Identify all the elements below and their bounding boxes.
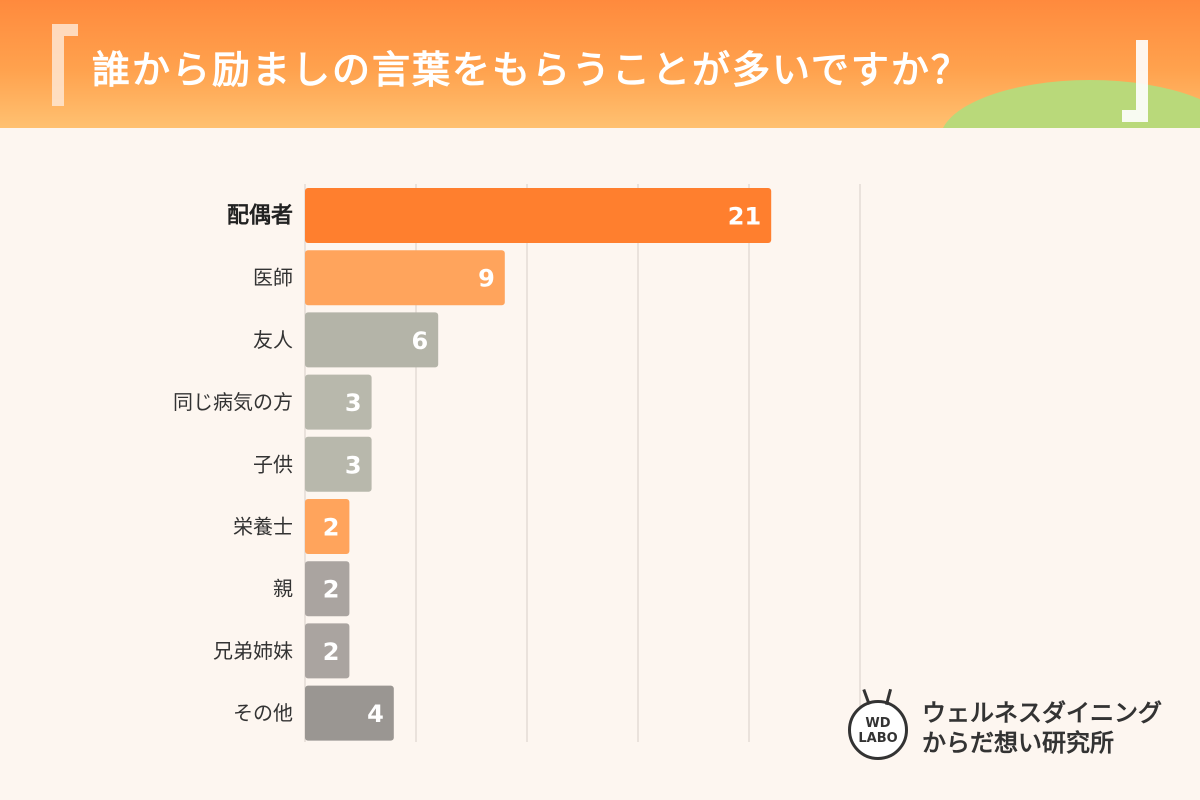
logo-mark-line1: WD <box>865 716 891 731</box>
value-label: 21 <box>728 203 761 231</box>
category-label: 医師 <box>253 266 293 290</box>
bar <box>305 623 350 679</box>
bar <box>305 374 372 430</box>
open-bracket-decoration <box>52 24 78 106</box>
value-label: 2 <box>323 638 340 666</box>
header-banner: 誰から励ましの言葉をもらうことが多いですか？ <box>0 0 1200 128</box>
logo-tick-left <box>862 688 871 706</box>
bar <box>305 188 772 243</box>
chart-title: 誰から励ましの言葉をもらうことが多いですか？ <box>92 48 971 92</box>
category-label: 友人 <box>253 328 293 352</box>
category-label: 兄弟姉妹 <box>213 639 293 663</box>
value-label: 4 <box>367 700 384 728</box>
value-label: 9 <box>478 265 495 293</box>
value-label: 2 <box>323 576 340 604</box>
category-label: 親 <box>273 577 293 601</box>
logo-name-line1: ウェルネスダイニング <box>922 699 1162 727</box>
brand-logo: WD LABO ウェルネスダイニング からだ想い研究所 <box>844 686 1174 772</box>
bar <box>305 250 505 306</box>
category-label: 栄養士 <box>233 515 293 539</box>
value-label: 6 <box>411 327 428 355</box>
value-label: 3 <box>345 451 362 479</box>
bars: 配偶者 21 医師 9 友人 6 同じ病気の方 3 子供 3 栄養士 2 親 2 兄弟姉妹 2 その他 4 <box>173 188 772 741</box>
logo-mark: WD LABO <box>851 716 905 746</box>
bar <box>305 436 372 492</box>
logo-tick-right <box>884 688 893 706</box>
logo-mark-line2: LABO <box>858 731 898 746</box>
value-label: 2 <box>323 514 340 542</box>
category-label: 子供 <box>253 452 293 476</box>
bar <box>305 312 439 368</box>
category-label: その他 <box>233 701 293 725</box>
category-label: 同じ病気の方 <box>173 390 293 414</box>
bar <box>305 561 350 617</box>
logo-name-line2: からだ想い研究所 <box>922 729 1114 757</box>
close-bracket-decoration <box>1122 40 1148 122</box>
category-label: 配偶者 <box>227 204 293 229</box>
logo-name: ウェルネスダイニング からだ想い研究所 <box>922 698 1162 758</box>
bar <box>305 685 394 741</box>
value-label: 3 <box>345 389 362 417</box>
bar-chart: 配偶者 21 医師 9 友人 6 同じ病気の方 3 子供 3 栄養士 2 親 2 兄弟姉妹 2 その他 4 <box>173 184 861 742</box>
bar <box>305 499 350 554</box>
logo-badge: WD LABO <box>848 688 908 760</box>
